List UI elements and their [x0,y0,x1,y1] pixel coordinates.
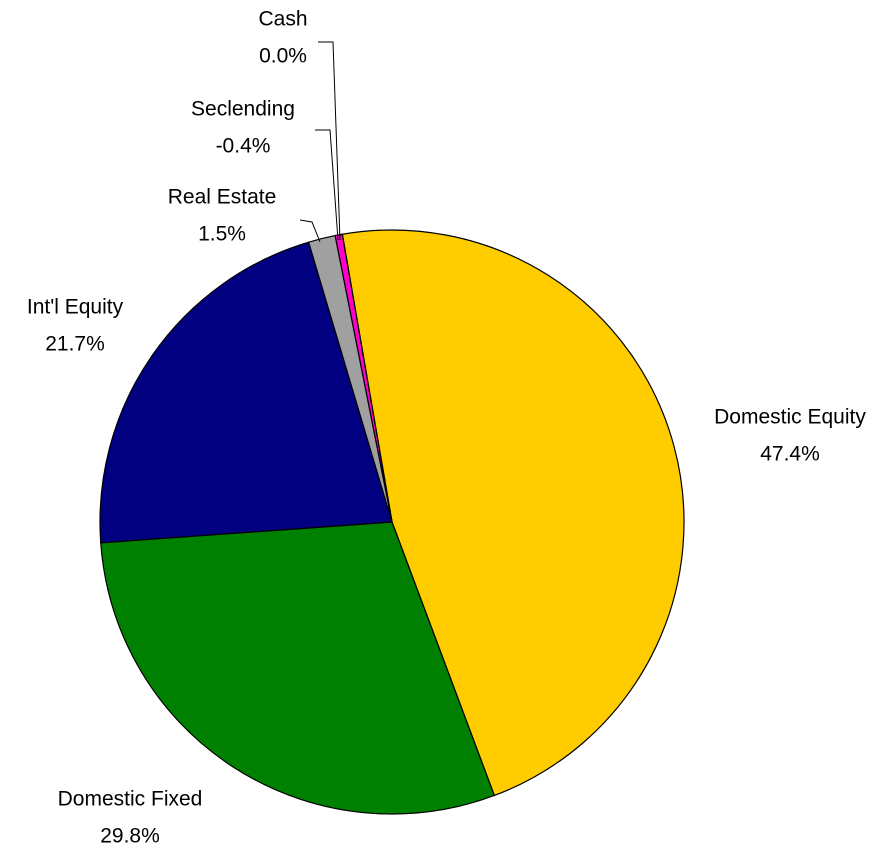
slice-label: Cash [258,8,307,31]
slice-label: Seclending [191,98,295,121]
leader-line [299,219,321,243]
slice-value-label: -0.4% [216,135,271,158]
slice-value-label: 29.8% [100,825,160,848]
slice-label: Domestic Fixed [58,788,203,811]
slice-value-label: 21.7% [45,333,105,356]
leader-line [315,129,339,241]
leader-line [318,41,341,241]
slice-label: Real Estate [168,186,277,209]
slice-value-label: 1.5% [198,223,246,246]
pie-slice [341,234,393,523]
pie-slice [99,241,393,544]
pie-slice [100,521,496,815]
slice-value-label: 0.0% [259,45,307,68]
slice-label: Domestic Equity [714,406,866,429]
pie-slice [341,229,685,797]
slice-value-label: 47.4% [760,443,820,466]
slice-label: Int'l Equity [27,296,124,319]
